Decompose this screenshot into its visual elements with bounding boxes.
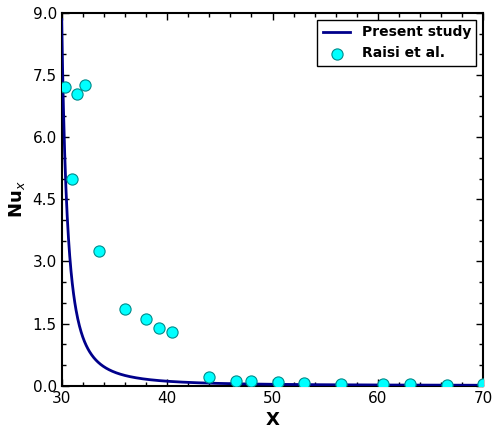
Raisi et al.: [205, 374, 213, 381]
Present study: [395, 382, 401, 388]
Raisi et al.: [480, 381, 488, 388]
Present study: [102, 364, 108, 370]
Raisi et al.: [406, 381, 413, 388]
Legend: Present study, Raisi et al.: Present study, Raisi et al.: [317, 20, 476, 66]
Raisi et al.: [442, 382, 450, 388]
Raisi et al.: [142, 316, 150, 323]
Raisi et al.: [68, 175, 76, 182]
Raisi et al.: [248, 378, 256, 385]
Raisi et al.: [168, 328, 176, 335]
Raisi et al.: [232, 377, 239, 384]
Present study: [480, 383, 486, 388]
Raisi et al.: [274, 379, 282, 386]
Present study: [244, 382, 250, 387]
Raisi et al.: [94, 248, 102, 255]
Raisi et al.: [337, 380, 345, 387]
X-axis label: X: X: [266, 411, 280, 429]
Present study: [388, 382, 394, 388]
Raisi et al.: [74, 90, 82, 97]
Present study: [58, 17, 64, 22]
Raisi et al.: [300, 379, 308, 386]
Raisi et al.: [379, 381, 387, 388]
Present study: [230, 381, 235, 386]
Raisi et al.: [121, 306, 129, 313]
Raisi et al.: [154, 324, 162, 331]
Raisi et al.: [61, 84, 69, 91]
Y-axis label: Nu$_x$: Nu$_x$: [7, 181, 27, 218]
Line: Present study: Present study: [62, 20, 484, 385]
Raisi et al.: [81, 82, 89, 89]
Present study: [348, 382, 354, 388]
